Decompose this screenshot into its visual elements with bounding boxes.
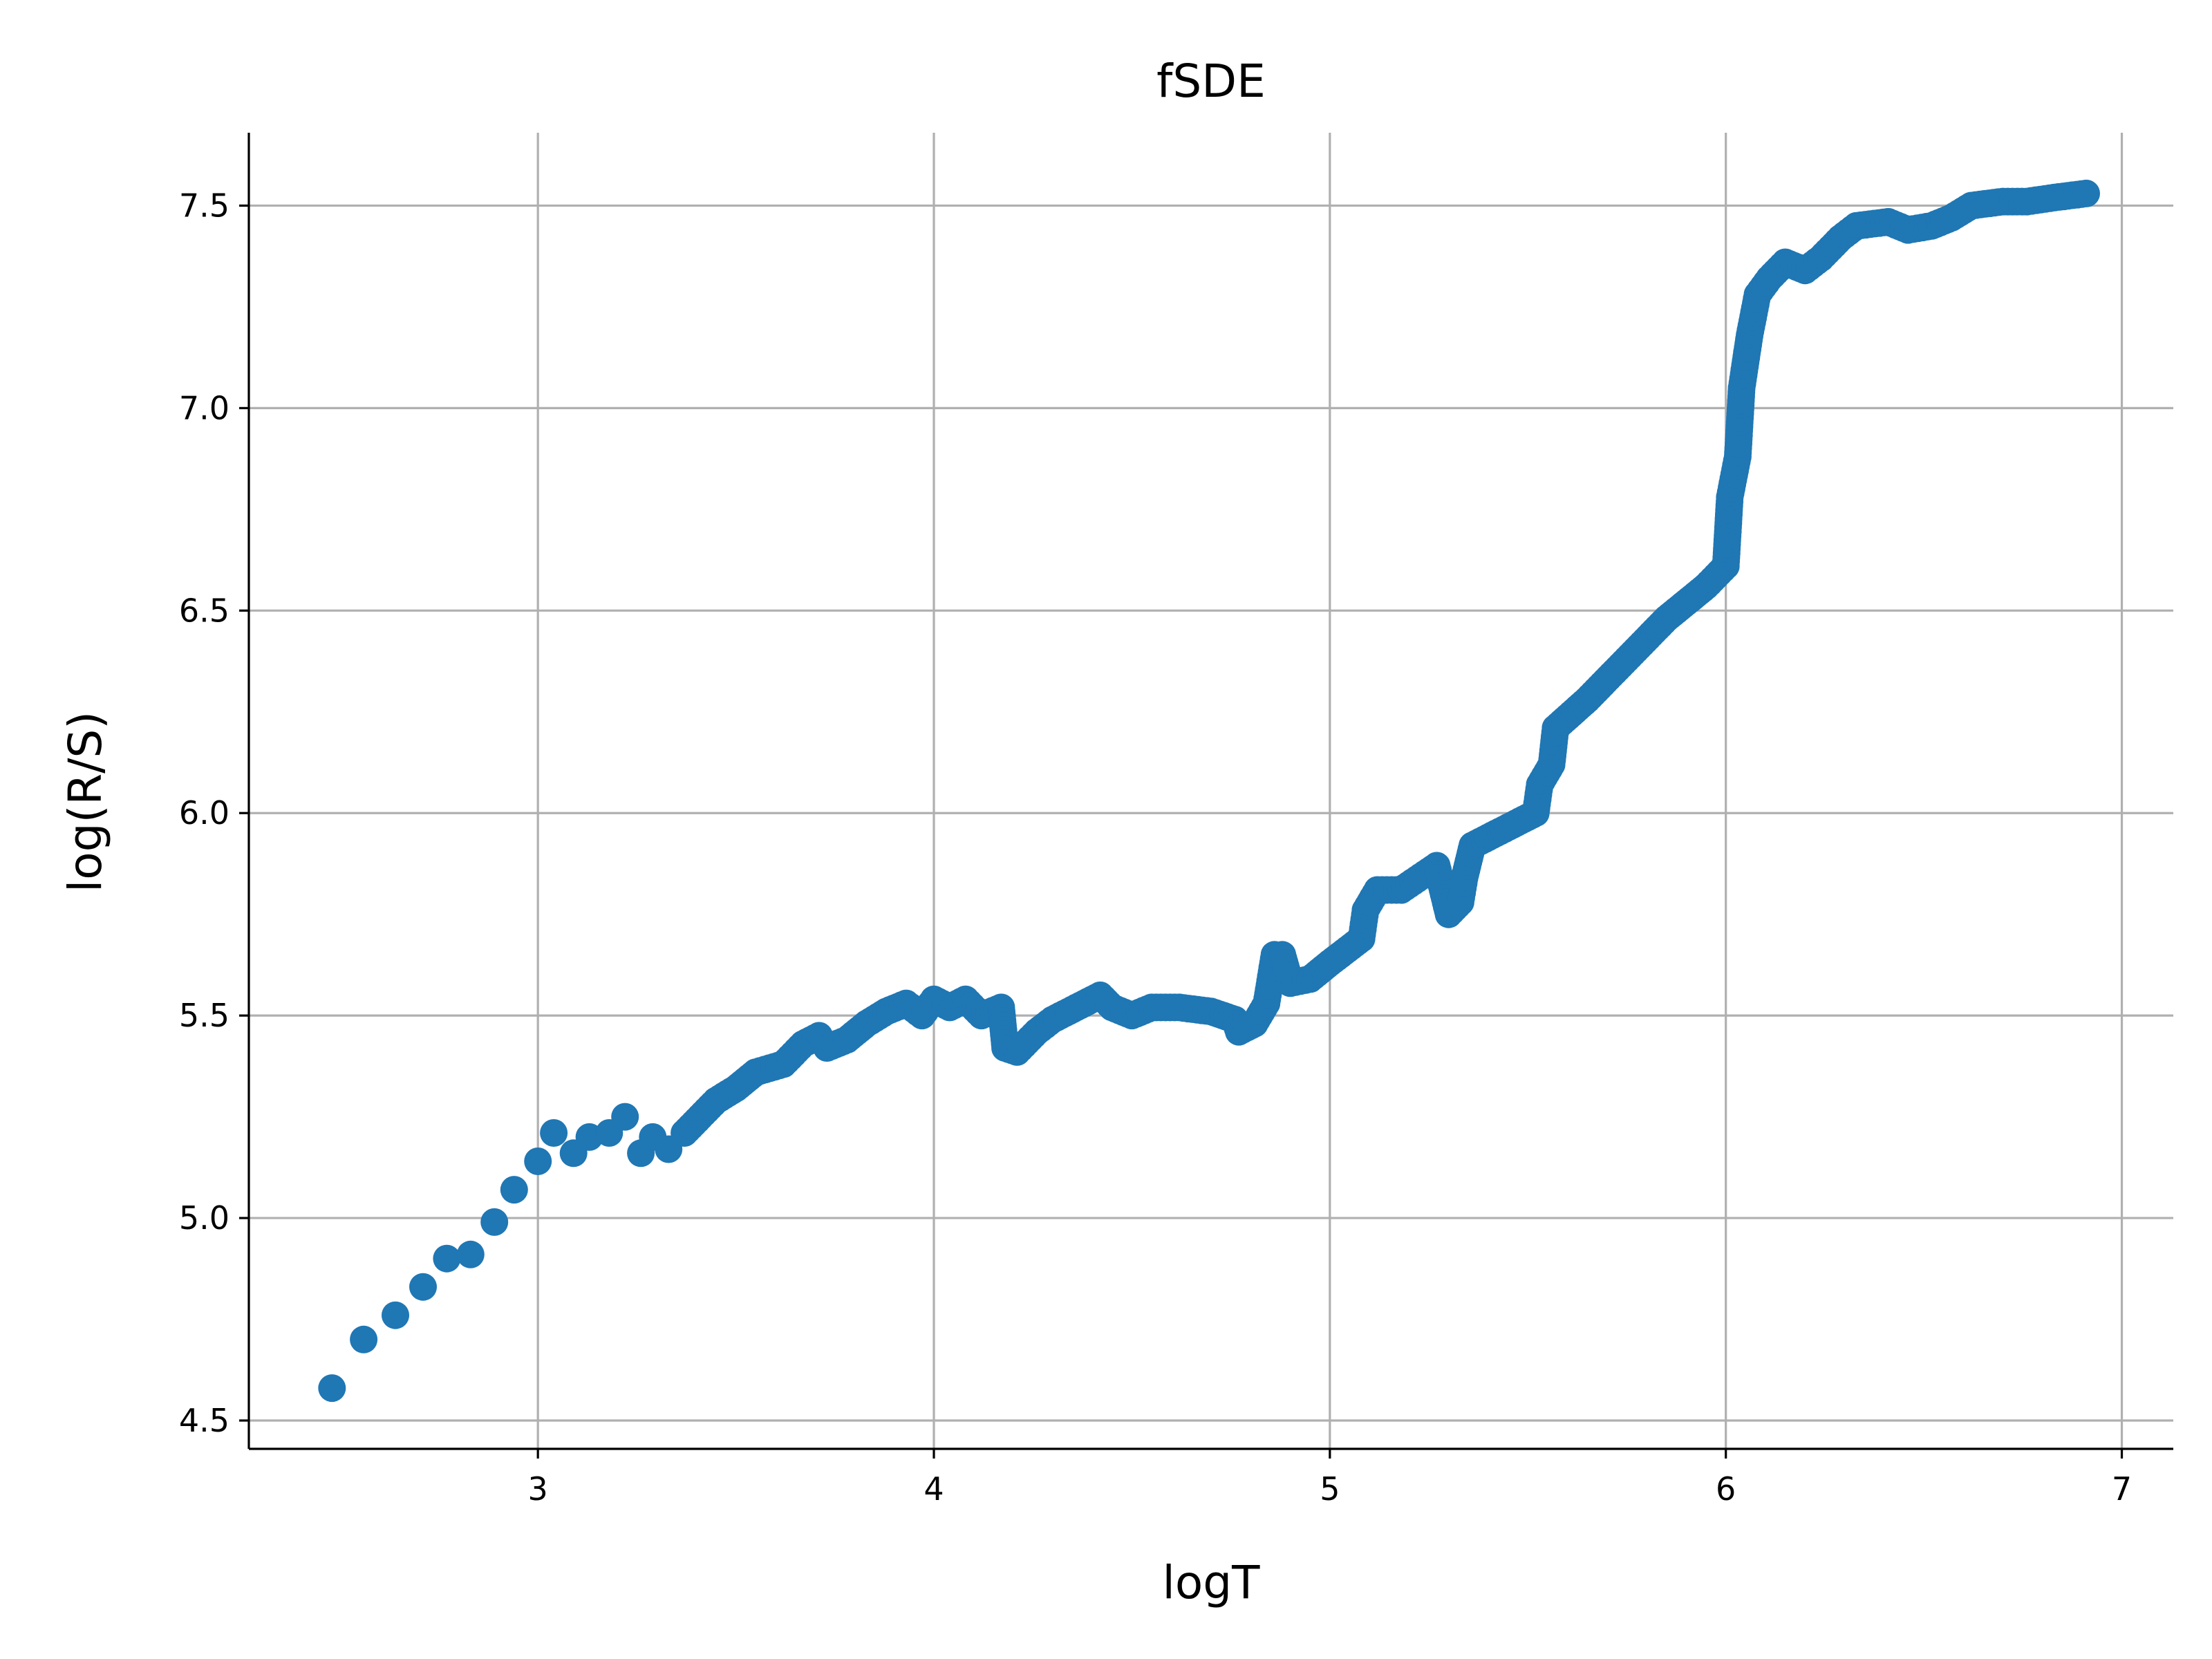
data-point [382, 1301, 409, 1329]
y-tick-label: 5.5 [179, 997, 229, 1034]
data-point [524, 1147, 552, 1175]
y-ticks: 4.5 5.0 5.5 6.0 6.5 7.0 7.5 [179, 187, 249, 1439]
data-point [540, 1119, 568, 1147]
x-tick-label: 7 [2112, 1470, 2132, 1508]
y-tick-label: 4.5 [179, 1402, 229, 1439]
data-point [350, 1325, 378, 1353]
x-axis-label: logT [1163, 1556, 1261, 1609]
grid [249, 133, 2173, 1449]
data-point [2072, 179, 2100, 207]
y-tick-label: 6.0 [179, 794, 229, 832]
chart-title: fSDE [1156, 55, 1266, 108]
x-tick-label: 6 [1716, 1470, 1736, 1508]
data-point [433, 1244, 461, 1273]
y-tick-label: 7.0 [179, 389, 229, 427]
y-tick-label: 5.0 [179, 1199, 229, 1237]
x-tick-label: 3 [528, 1470, 548, 1508]
axes [247, 133, 2173, 1450]
data-point [318, 1374, 346, 1403]
x-ticks: 3 4 5 6 7 [528, 1449, 2132, 1508]
data-point [409, 1273, 437, 1301]
x-tick-label: 5 [1320, 1470, 1340, 1508]
y-axis-label: log(R/S) [59, 711, 112, 892]
x-tick-label: 4 [924, 1470, 944, 1508]
y-tick-label: 7.5 [179, 187, 229, 224]
data-point [480, 1208, 509, 1236]
data-point [500, 1176, 528, 1204]
y-tick-label: 6.5 [179, 592, 229, 629]
data-point [611, 1103, 639, 1131]
data-points [318, 179, 2100, 1403]
data-point [456, 1240, 485, 1268]
